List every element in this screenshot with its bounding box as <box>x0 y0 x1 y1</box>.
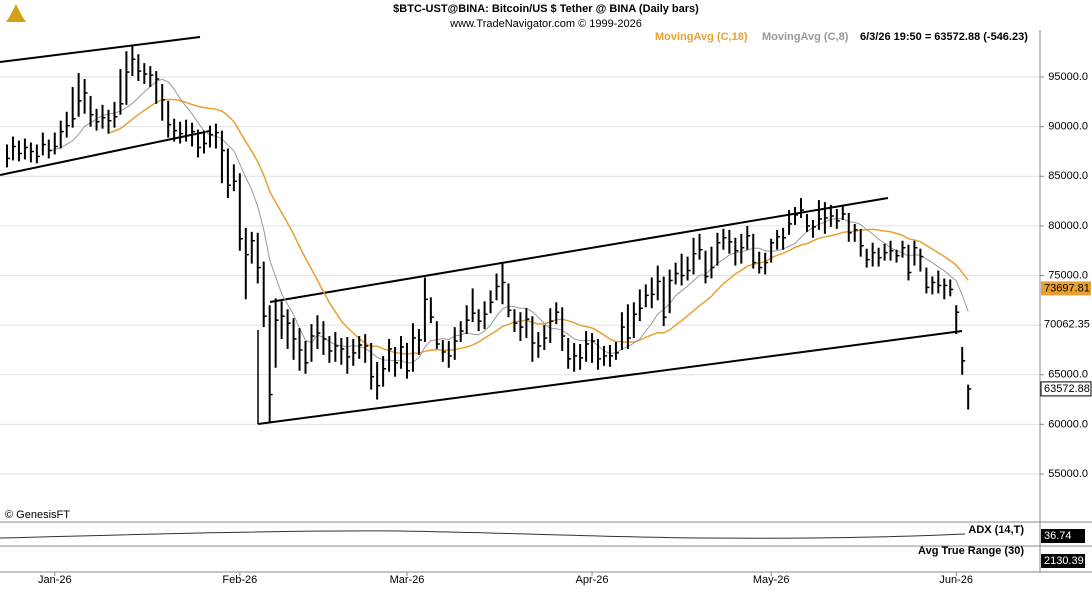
price-label: 70062.35 <box>1044 318 1090 330</box>
grid <box>0 76 1040 475</box>
chart-title: $BTC-UST@BINA: Bitcoin/US $ Tether @ BIN… <box>393 3 699 15</box>
y-tick-label: 90000.0 <box>1048 121 1088 133</box>
logo-icon <box>6 4 26 22</box>
legend-entry: MovingAvg (C,8) <box>762 31 849 43</box>
y-tick-label: 75000.0 <box>1048 269 1088 281</box>
x-tick-label: May-26 <box>753 574 790 586</box>
y-tick-label: 85000.0 <box>1048 170 1088 182</box>
y-tick-label: 55000.0 <box>1048 468 1088 480</box>
panel-label: Avg True Range (30) <box>918 545 1024 557</box>
y-tick-label: 95000.0 <box>1048 71 1088 83</box>
moving-average <box>108 98 969 356</box>
panel-value-box <box>1041 554 1085 568</box>
panel-value: 2130.39 <box>1044 555 1084 567</box>
quote: 6/3/26 19:50 = 63572.88 (-546.23) <box>860 31 1028 43</box>
logo <box>6 4 26 22</box>
x-tick-label: Apr-26 <box>576 574 609 586</box>
x-tick-label: Jan-26 <box>38 574 72 586</box>
price-label-box <box>1041 281 1091 296</box>
panel-value-box <box>1041 529 1085 543</box>
legend-entry: MovingAvg (C,18) <box>655 31 748 43</box>
y-tick-label: 60000.0 <box>1048 418 1088 430</box>
y-tick-label: 80000.0 <box>1048 220 1088 232</box>
x-tick-label: Jun-26 <box>939 574 973 586</box>
trendlines <box>0 36 963 425</box>
y-tick-label: 65000.0 <box>1048 369 1088 381</box>
marks <box>6 45 972 423</box>
trendline <box>257 330 963 425</box>
trendline <box>0 36 201 63</box>
price-label-box <box>1040 381 1092 397</box>
price-label: 63572.88 <box>1044 383 1090 395</box>
adx-line <box>0 530 966 539</box>
price-label-box <box>1041 317 1091 332</box>
panel-value: 36.74 <box>1044 530 1072 542</box>
chart-subtitle: www.TradeNavigator.com © 1999-2026 <box>449 18 642 30</box>
x-tick-label: Feb-26 <box>222 574 257 586</box>
panel-label: ADX (14,T) <box>968 524 1024 536</box>
trendline <box>269 197 889 303</box>
x-tick-label: Mar-26 <box>390 574 425 586</box>
price-label: 73697.81 <box>1044 282 1090 294</box>
credit: © GenesisFT <box>5 509 70 521</box>
